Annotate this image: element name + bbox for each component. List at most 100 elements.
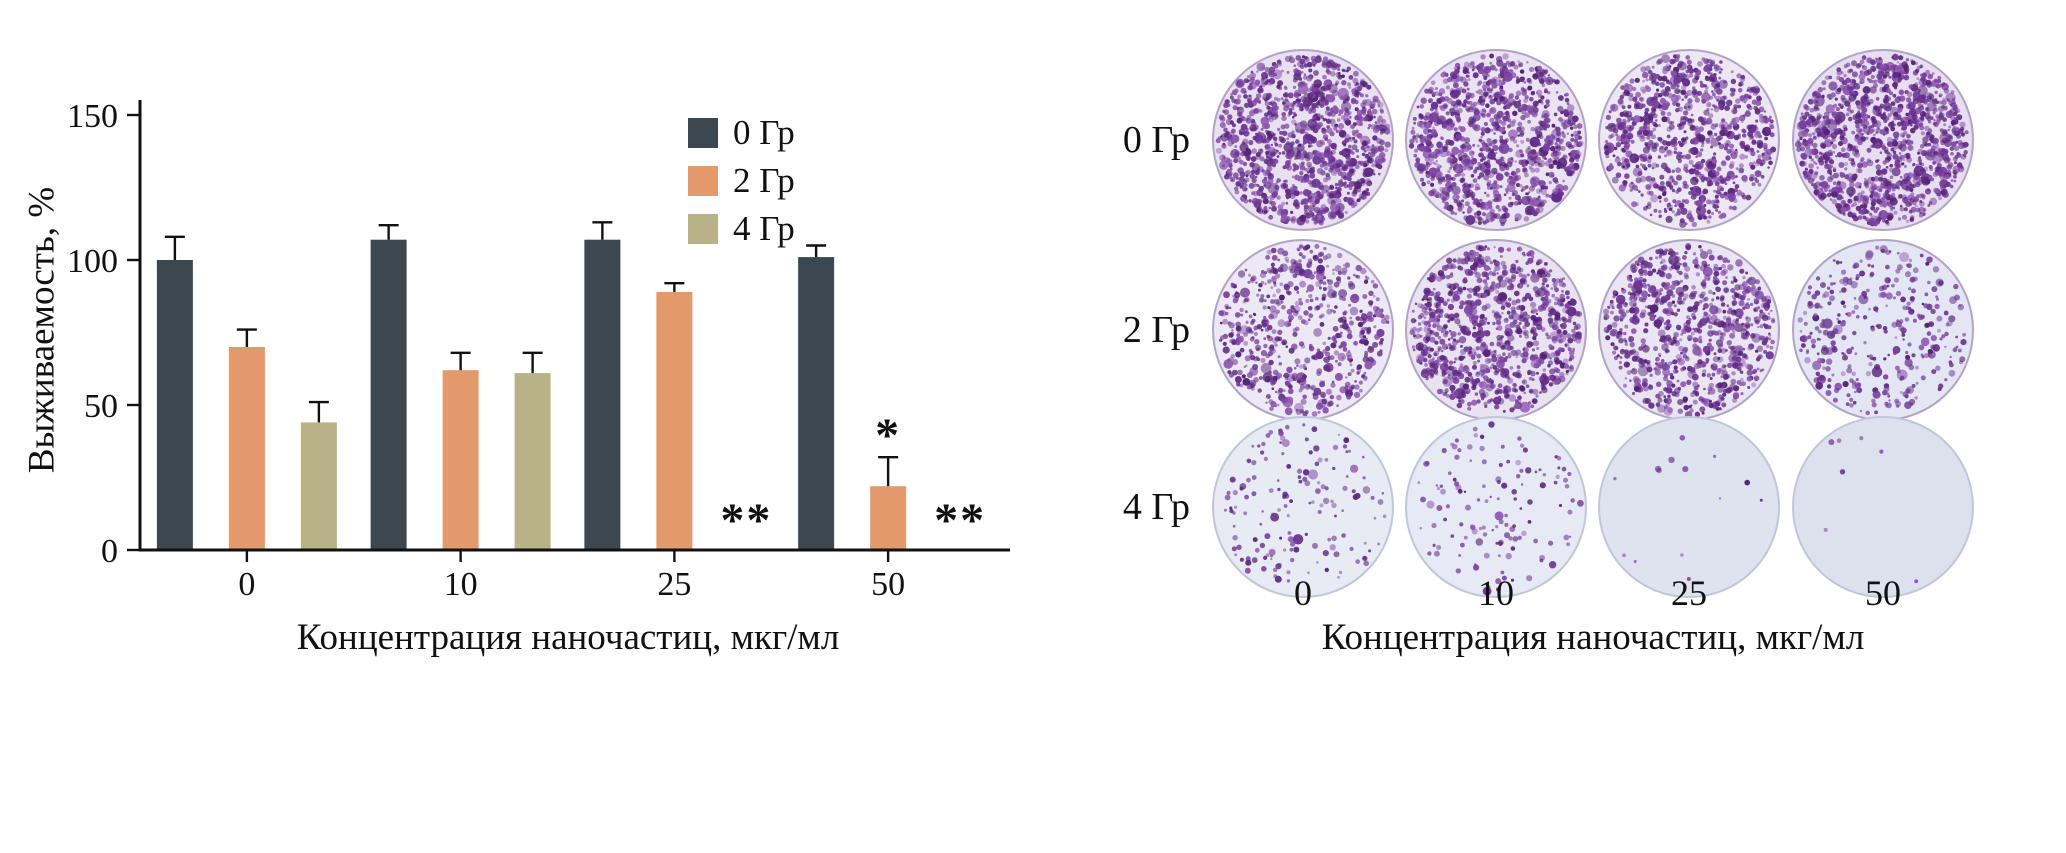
colony-dot [1268, 399, 1274, 405]
colony-dot [1379, 152, 1386, 159]
colony-dot [1298, 298, 1302, 302]
colony-dot [1713, 189, 1717, 193]
colony-dot [1640, 66, 1647, 73]
colony-dot [1920, 193, 1925, 198]
colony-dot [1905, 112, 1909, 117]
colony-dot [1257, 131, 1261, 135]
colony-dot [1934, 90, 1938, 95]
colony-dot [1465, 78, 1469, 82]
colony-dot [1917, 151, 1920, 155]
colony-dot [1293, 285, 1299, 291]
colony-dot [1296, 291, 1300, 294]
colony-dot [1272, 158, 1279, 165]
colony-dot [1474, 186, 1479, 191]
colony-dot [1879, 129, 1885, 135]
colony-dot [1944, 139, 1952, 147]
colony-dot [1859, 78, 1865, 84]
colony-dot [1375, 297, 1380, 302]
colony-dot [1334, 359, 1338, 363]
colony-dot [1276, 149, 1279, 153]
colony-dot [1251, 318, 1256, 323]
colony-dot [1285, 201, 1289, 205]
colony-dot [1274, 273, 1281, 279]
colony-dot [1917, 110, 1921, 114]
colony-dot [1813, 161, 1816, 164]
colony-dot [1464, 201, 1470, 207]
colony-dot [1710, 107, 1714, 111]
colony-dot [1432, 161, 1436, 165]
colony-dot [1843, 152, 1850, 159]
colony-dot [1546, 335, 1551, 340]
colony-dot [1858, 73, 1866, 81]
colony-dot [1324, 351, 1331, 357]
colony-dot [1307, 318, 1311, 322]
colony-dot [1298, 154, 1306, 161]
colony-dot [1332, 268, 1335, 272]
colony-dot [1522, 164, 1525, 168]
colony-dot [1870, 59, 1876, 66]
colony-dot [1362, 356, 1369, 363]
colony-dot [1324, 362, 1334, 373]
colony-dot [1735, 167, 1739, 171]
colony-dot [1623, 112, 1629, 118]
colony-dot [1897, 217, 1902, 221]
colony-dot [1228, 322, 1235, 329]
colony-dot [1573, 130, 1579, 137]
colony-dot [1313, 328, 1322, 337]
colony-dot [1850, 86, 1855, 91]
colony-dot [1322, 74, 1327, 80]
colony-dot [1920, 162, 1925, 167]
colony-dot [1704, 166, 1709, 172]
colony-dot [1622, 180, 1628, 186]
colony-dot [1935, 114, 1940, 119]
colony-dot [1262, 305, 1267, 310]
colony-dot [1315, 402, 1324, 410]
bar [656, 291, 693, 550]
colony-dot [1837, 181, 1841, 186]
colony-dot [1901, 214, 1908, 220]
legend-swatch [688, 214, 718, 244]
colony-dot [1535, 130, 1540, 135]
colony-dot [1414, 302, 1418, 306]
colony-dot [1486, 185, 1491, 190]
colony-dot [1282, 130, 1288, 136]
colony-dot [1277, 336, 1283, 342]
colony-dot [1430, 101, 1439, 110]
colony-dot [1663, 207, 1667, 211]
colony-dot [1278, 294, 1285, 301]
colony-dot [1489, 141, 1496, 147]
colony-dot [1411, 309, 1415, 313]
colony-dot [1276, 98, 1281, 102]
colony-dot [1619, 111, 1625, 117]
colony-dot [1340, 175, 1345, 180]
colony-dot [1262, 170, 1269, 177]
colony-dot [1575, 149, 1580, 154]
colony-dot [1354, 115, 1360, 121]
colony-dot [1498, 208, 1502, 212]
colony-dot [1531, 163, 1534, 167]
colony-dot [1539, 152, 1544, 157]
colony-dot [1710, 145, 1714, 149]
colony-dot [1512, 139, 1518, 144]
colony-dot [1506, 161, 1513, 168]
colony-dot [1504, 110, 1510, 116]
colony-dot [1648, 139, 1654, 145]
colony-dot [1293, 367, 1297, 370]
colony-dot [1290, 210, 1294, 214]
colony-dot [1282, 183, 1288, 189]
colony-dot [1647, 100, 1651, 104]
colony-dot [1328, 83, 1338, 94]
colony-dot [1524, 112, 1530, 118]
petri-dish-image [1212, 239, 1394, 421]
colony-dot [1612, 154, 1616, 158]
colony-dot [1683, 130, 1687, 134]
colony-dot [1230, 128, 1236, 134]
colony-dot [1355, 129, 1359, 134]
colony-dot [1239, 185, 1243, 189]
colony-dot [1302, 150, 1307, 156]
colony-dot [1699, 80, 1703, 84]
colony-dot [1496, 272, 1499, 275]
colony-dot [1308, 140, 1312, 144]
colony-dot [1367, 346, 1375, 353]
colony-dot [1264, 112, 1269, 117]
